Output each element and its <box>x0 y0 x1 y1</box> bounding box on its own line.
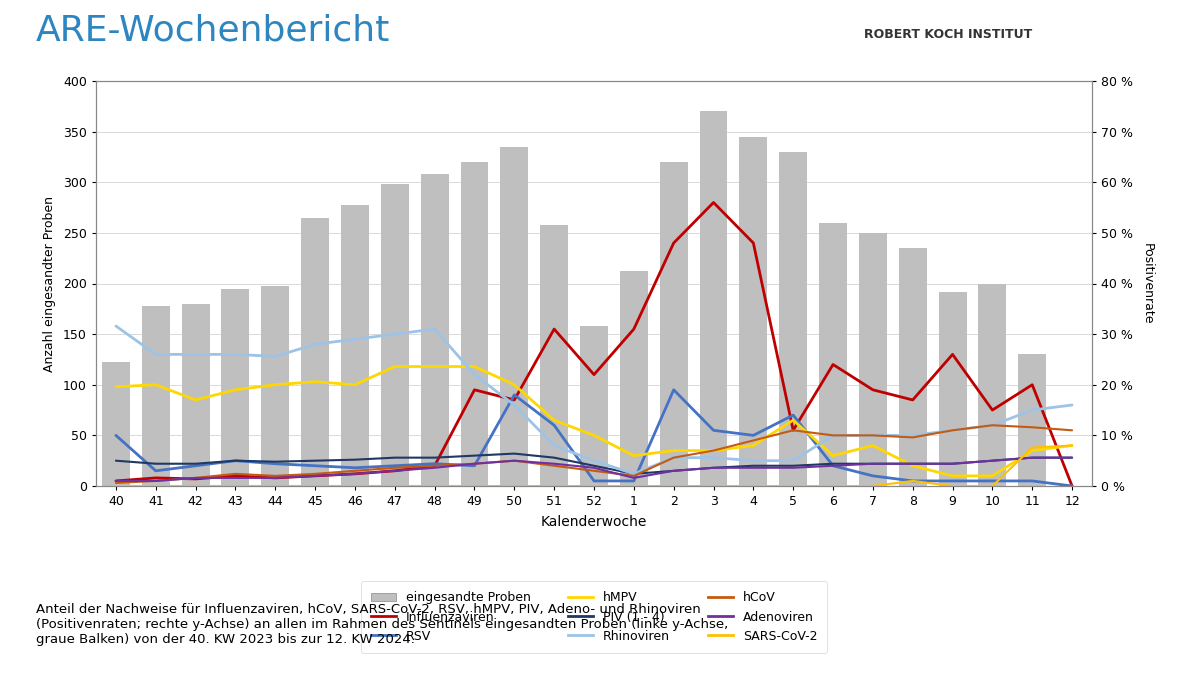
Bar <box>580 326 608 486</box>
Legend: eingesandte Proben, Influenzaviren, RSV, hMPV, PIV (1 - 4), Rhinoviren, hCoV, Ad: eingesandte Proben, Influenzaviren, RSV,… <box>361 581 827 653</box>
Text: ROBERT KOCH INSTITUT: ROBERT KOCH INSTITUT <box>864 28 1032 40</box>
Text: ARE-Wochenbericht: ARE-Wochenbericht <box>36 14 390 47</box>
Bar <box>779 152 808 486</box>
Bar <box>700 111 727 486</box>
Bar <box>500 147 528 486</box>
Bar <box>938 292 966 486</box>
Bar <box>978 284 1007 486</box>
Bar <box>859 233 887 486</box>
Bar <box>142 306 169 486</box>
X-axis label: Kalenderwoche: Kalenderwoche <box>541 515 647 529</box>
Bar <box>102 362 130 486</box>
Bar <box>1019 354 1046 486</box>
Text: Anteil der Nachweise für Influenzaviren, hCoV, SARS-CoV-2, RSV, hMPV, PIV, Adeno: Anteil der Nachweise für Influenzaviren,… <box>36 603 727 646</box>
Bar <box>181 304 210 486</box>
Bar <box>660 162 688 486</box>
Y-axis label: Positivenrate: Positivenrate <box>1141 243 1154 324</box>
Bar <box>620 271 648 486</box>
Bar <box>301 217 329 486</box>
Bar <box>222 289 250 486</box>
Bar <box>262 286 289 486</box>
Bar <box>820 223 847 486</box>
Bar <box>461 162 488 486</box>
Bar <box>341 205 368 486</box>
Bar <box>421 174 449 486</box>
Bar <box>380 184 409 486</box>
Bar <box>739 136 767 486</box>
Y-axis label: Anzahl eingesandter Proben: Anzahl eingesandter Proben <box>43 196 56 371</box>
Bar <box>899 248 926 486</box>
Bar <box>540 225 568 486</box>
